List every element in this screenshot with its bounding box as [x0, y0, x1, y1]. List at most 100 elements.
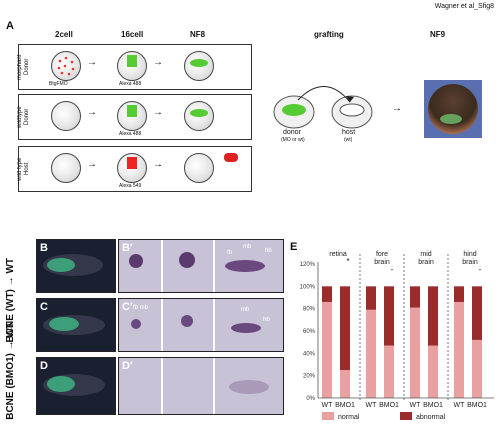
x-tick-label: WT: [454, 402, 466, 409]
group-label: mid: [420, 251, 431, 258]
panel-c-prime-label: C′: [122, 301, 133, 313]
legend-label: abnormal: [416, 414, 446, 421]
bar-normal: [428, 345, 438, 398]
y-tick-label: 60%: [303, 329, 316, 335]
embryo-16cell: [117, 51, 147, 81]
annot-mb: mb: [241, 307, 250, 313]
nf9-embryo-photo: [424, 80, 482, 138]
photo-b: B: [36, 239, 116, 293]
y-tick-label: 0%: [306, 396, 315, 402]
bar-normal: [340, 370, 350, 398]
bar-normal: [384, 345, 394, 398]
group-label: retina: [329, 251, 347, 258]
legend-swatch: [400, 412, 412, 420]
embryo-nf8: [184, 51, 214, 81]
row-wildtype-donor: wildtype Donor → Alexa 488 →: [17, 94, 252, 140]
header-grafting: grafting: [314, 30, 344, 39]
group-label: hind: [463, 251, 476, 258]
header-nf8: NF8: [190, 30, 206, 39]
x-tick-label: BMO1: [379, 402, 399, 409]
panel-e-label: E: [290, 241, 298, 253]
photo-b-prime: B′ fb mb hb: [118, 239, 284, 293]
arrow-icon: →: [153, 107, 163, 118]
row-label: morphant Donor: [17, 54, 30, 80]
annot-hb: hb: [263, 317, 270, 323]
arrow-icon: →: [87, 159, 97, 170]
dye-note: Alexa 549: [119, 183, 142, 189]
panel-b-label: B: [40, 242, 48, 254]
legend-swatch: [322, 412, 334, 420]
group-label: fore: [376, 251, 388, 258]
x-tick-label: WT: [410, 402, 422, 409]
group-label: brain: [374, 259, 390, 266]
arrow-icon: →: [87, 107, 97, 118]
panel-c-label: C: [40, 301, 48, 313]
panel-b-prime-label: B′: [122, 242, 133, 254]
significance-marker: -: [391, 265, 394, 274]
header-2cell: 2cell: [55, 30, 73, 39]
excised-tissue-icon: [224, 153, 238, 162]
bar-abnormal: [454, 286, 464, 302]
embryo-16cell: [117, 153, 147, 183]
arrow-icon: →: [392, 103, 402, 114]
photo-d: D: [36, 357, 116, 415]
arrow-icon: →: [153, 159, 163, 170]
bar-abnormal: [384, 286, 394, 346]
bar-abnormal: [340, 286, 350, 371]
bar-normal: [472, 339, 482, 398]
bar-abnormal: [366, 286, 376, 310]
group-label: brain: [418, 259, 434, 266]
photo-c-prime: C′ fb mb mb hb: [118, 298, 284, 352]
donor-label: donor: [283, 129, 301, 136]
bar-normal: [454, 301, 464, 398]
dye-note: Alexa 488: [119, 81, 142, 87]
bar-abnormal: [322, 286, 332, 302]
embryo-2cell: [51, 51, 81, 81]
annot-fb-mb: fb mb: [133, 305, 149, 311]
x-tick-label: WT: [322, 402, 334, 409]
grafting-diagram: [273, 86, 373, 129]
host-sublabel: (wt): [344, 137, 353, 143]
row-label: wildtype Donor: [17, 106, 30, 128]
annot-fb: fb: [227, 250, 233, 256]
arrow-icon: →: [153, 57, 163, 68]
x-tick-label: BMO1: [467, 402, 487, 409]
dye-note: Alexa 488: [119, 131, 142, 137]
embryo-2cell: [51, 101, 81, 131]
x-tick-label: BMO1: [335, 402, 355, 409]
header-nf9: NF9: [430, 30, 446, 39]
legend-label: normal: [338, 414, 360, 421]
bar-normal: [322, 301, 332, 398]
arrow-icon: →: [87, 57, 97, 68]
panel-d-label: D: [40, 360, 48, 372]
x-tick-label: BMO1: [423, 402, 443, 409]
figure-caption-tag: Wagner et al_Sfig8: [434, 3, 494, 10]
embryo-nf8: [184, 101, 214, 131]
bar-abnormal: [410, 286, 420, 308]
host-label: host: [342, 129, 356, 136]
header-16cell: 16cell: [121, 30, 144, 39]
side-label-bcne-bmo1: BCNE (BMO1) → WT: [5, 322, 16, 420]
y-tick-label: 80%: [303, 307, 316, 313]
bar-abnormal: [428, 286, 438, 346]
bar-normal: [410, 307, 420, 398]
mo-dots: [57, 56, 75, 76]
y-tick-label: 100%: [300, 284, 316, 290]
injection-note: BtgFMO: [49, 81, 68, 87]
significance-marker: *: [346, 257, 349, 266]
y-tick-label: 20%: [303, 374, 316, 380]
donor-sublabel: (MO or wt): [281, 137, 305, 143]
significance-marker: -: [479, 265, 482, 274]
row-morphant-donor: morphant Donor BtgFMO → Alexa 488 →: [17, 44, 252, 90]
embryo-2cell: [51, 153, 81, 183]
embryo-nf8: [184, 153, 214, 183]
y-tick-label: 120%: [300, 262, 316, 268]
group-label: brain: [462, 259, 478, 266]
panel-d-prime-label: D′: [122, 360, 133, 372]
photo-c: C: [36, 298, 116, 352]
panel-a-label: A: [6, 20, 14, 32]
row-label: wild type Host: [17, 157, 30, 181]
y-tick-label: 40%: [303, 351, 316, 357]
annot-mb: mb: [243, 244, 252, 250]
row-wildtype-host: wild type Host → Alexa 549 →: [17, 146, 252, 192]
